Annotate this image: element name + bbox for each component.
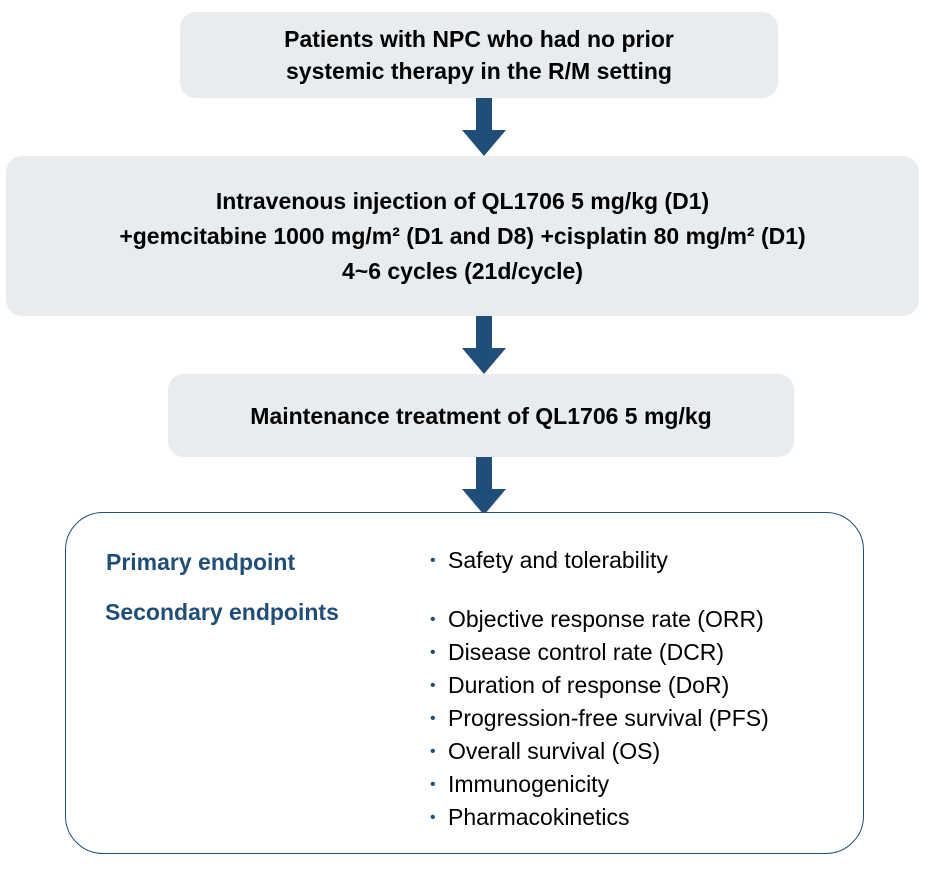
primary-endpoint-list: • Safety and tolerability	[430, 544, 668, 577]
patients-line-1: Patients with NPC who had no prior	[284, 26, 674, 52]
bullet-icon: •	[430, 710, 436, 727]
endpoint-text: Immunogenicity	[448, 771, 610, 797]
arrow-down-icon	[462, 316, 506, 374]
regimen-line-2: +gemcitabine 1000 mg/m² (D1 and D8) +cis…	[119, 222, 806, 249]
secondary-endpoints-heading: Secondary endpoints	[105, 599, 339, 625]
bullet-icon: •	[430, 644, 436, 661]
endpoint-text: Progression-free survival (PFS)	[448, 705, 769, 731]
patients-line-2: systemic therapy in the R/M setting	[286, 58, 672, 84]
endpoint-text: Overall survival (OS)	[448, 738, 661, 764]
bullet-icon: •	[430, 809, 436, 826]
list-item: • Safety and tolerability	[430, 544, 668, 577]
arrow-down-icon	[462, 98, 506, 156]
endpoint-text: Disease control rate (DCR)	[448, 639, 725, 665]
list-item: • Duration of response (DoR)	[430, 669, 769, 702]
endpoint-text: Pharmacokinetics	[448, 804, 630, 830]
bullet-icon: •	[430, 743, 436, 760]
arrow-down-icon	[462, 457, 506, 515]
list-item: • Objective response rate (ORR)	[430, 603, 769, 636]
secondary-endpoints-list: • Objective response rate (ORR) • Diseas…	[430, 603, 769, 834]
regimen-line-1: Intravenous injection of QL1706 5 mg/kg …	[215, 187, 710, 214]
bullet-icon: •	[430, 552, 436, 569]
patients-box: Patients with NPC who had no prior syste…	[180, 12, 778, 98]
endpoints-panel: Primary endpoint • Safety and tolerabili…	[65, 512, 864, 854]
maintenance-line-1: Maintenance treatment of QL1706 5 mg/kg	[250, 402, 712, 429]
list-item: • Pharmacokinetics	[430, 801, 769, 834]
list-item: • Progression-free survival (PFS)	[430, 702, 769, 735]
endpoint-text: Safety and tolerability	[448, 547, 668, 573]
endpoint-text: Objective response rate (ORR)	[448, 606, 764, 632]
regimen-box: Intravenous injection of QL1706 5 mg/kg …	[6, 156, 919, 316]
bullet-icon: •	[430, 677, 436, 694]
list-item: • Disease control rate (DCR)	[430, 636, 769, 669]
bullet-icon: •	[430, 611, 436, 628]
list-item: • Overall survival (OS)	[430, 735, 769, 768]
maintenance-box: Maintenance treatment of QL1706 5 mg/kg	[168, 374, 794, 457]
bullet-icon: •	[430, 776, 436, 793]
endpoint-text: Duration of response (DoR)	[448, 672, 730, 698]
regimen-line-3: 4~6 cycles (21d/cycle)	[341, 257, 584, 284]
list-item: • Immunogenicity	[430, 768, 769, 801]
primary-endpoint-heading: Primary endpoint	[106, 549, 296, 575]
